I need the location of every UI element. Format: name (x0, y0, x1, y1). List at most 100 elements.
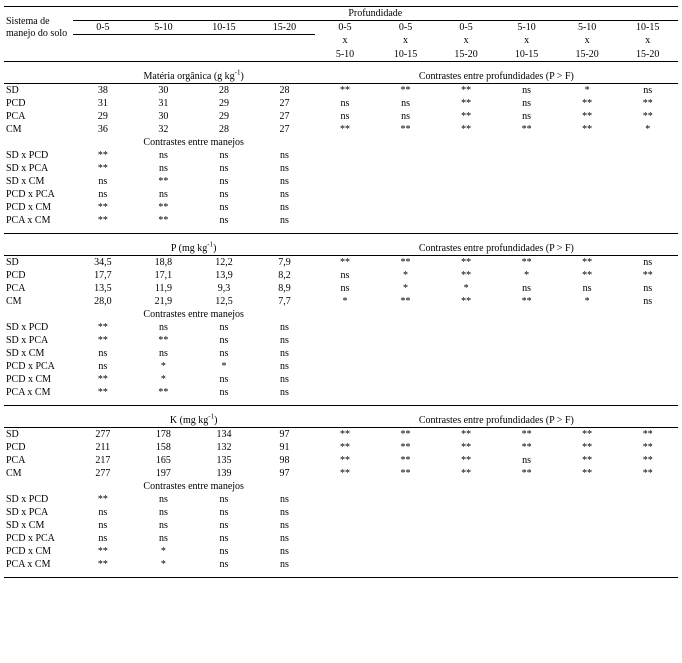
contrast-depth-1-2-2: * (436, 282, 497, 295)
data-val-0-3-3: 27 (254, 123, 315, 136)
contrast-depth-0-1-3: ns (496, 97, 557, 110)
contrast-depth-2-1-4: ** (557, 441, 618, 454)
contrast-manejo-2-5-3: ns (254, 558, 315, 571)
data-row-label-0-2: PCA (4, 110, 73, 123)
contrast-manejo-2-2-2: ns (194, 519, 255, 532)
contrast-manejo-2-5-1: * (133, 558, 194, 571)
contrast-manejo-0-2-1: ** (133, 175, 194, 188)
contrast-manejo-1-2-0: ns (73, 347, 134, 360)
contrast-row-label-2-4: PCD x CM (4, 545, 73, 558)
depth-col-3: 15-20 (254, 21, 315, 35)
contrast-manejo-0-5-0: ** (73, 214, 134, 227)
contrast-depth-0-2-0: ns (315, 110, 376, 123)
contrast-manejo-1-1-2: ns (194, 334, 255, 347)
depth-x-2 (194, 35, 255, 49)
data-val-0-1-3: 27 (254, 97, 315, 110)
depth-pair-8: 15-20 (557, 48, 618, 62)
contrast-manejo-2-2-0: ns (73, 519, 134, 532)
contrast-manejo-1-3-1: * (133, 360, 194, 373)
contrast-depth-0-0-5: ns (617, 84, 678, 97)
data-val-1-1-2: 13,9 (194, 269, 255, 282)
data-val-1-0-0: 34,5 (73, 256, 134, 269)
contrast-depth-1-3-0: * (315, 295, 376, 308)
contrast-depth-0-0-1: ** (375, 84, 436, 97)
contrast-depth-0-1-0: ns (315, 97, 376, 110)
data-val-0-2-0: 29 (73, 110, 134, 123)
data-val-2-2-2: 135 (194, 454, 255, 467)
contrast-row-label-0-1: SD x PCA (4, 162, 73, 175)
contrast-row-label-1-1: SD x PCA (4, 334, 73, 347)
contrast-manejo-2-4-0: ** (73, 545, 134, 558)
data-val-1-3-2: 12,5 (194, 295, 255, 308)
contrast-depth-0-3-1: ** (375, 123, 436, 136)
contrast-manejo-0-4-0: ** (73, 201, 134, 214)
contrast-manejo-1-4-1: * (133, 373, 194, 386)
data-val-2-2-3: 98 (254, 454, 315, 467)
contrast-depth-1-3-3: ** (496, 295, 557, 308)
data-val-2-3-1: 197 (133, 467, 194, 480)
contrast-manejo-0-4-1: ** (133, 201, 194, 214)
contrast-manejo-0-5-1: ** (133, 214, 194, 227)
section-right-title-2: Contrastes entre profundidades (P > F) (315, 414, 678, 428)
data-val-2-2-0: 217 (73, 454, 134, 467)
contrast-depth-1-0-5: ns (617, 256, 678, 269)
depth-x-3 (254, 35, 315, 49)
contrast-manejo-1-0-0: ** (73, 321, 134, 334)
depth-pair-5: 10-15 (375, 48, 436, 62)
depth-x-8: x (557, 35, 618, 49)
contrast-manejo-1-2-1: ns (133, 347, 194, 360)
contrast-manejo-0-4-3: ns (254, 201, 315, 214)
depth-x-1 (133, 35, 194, 49)
contrast-row-label-0-3: PCD x PCA (4, 188, 73, 201)
depth-x-9: x (617, 35, 678, 49)
data-val-1-0-2: 12,2 (194, 256, 255, 269)
contrast-depth-1-1-1: * (375, 269, 436, 282)
contrast-depth-0-3-0: ** (315, 123, 376, 136)
contrast-manejo-1-3-0: ns (73, 360, 134, 373)
contrast-row-label-1-2: SD x CM (4, 347, 73, 360)
contrast-depth-2-1-3: ** (496, 441, 557, 454)
data-val-1-2-1: 11,9 (133, 282, 194, 295)
contrast-manejo-1-1-1: ** (133, 334, 194, 347)
contrast-depth-0-0-2: ** (436, 84, 497, 97)
depth-header: Profundidade (73, 7, 678, 21)
contrast-manejo-2-1-0: ns (73, 506, 134, 519)
depth-pair-2 (194, 48, 255, 62)
depth-col-6: 0-5 (436, 21, 497, 35)
contrast-manejo-0-4-2: ns (194, 201, 255, 214)
contrast-title-2: Contrastes entre manejos (73, 480, 315, 493)
contrast-manejo-2-5-0: ** (73, 558, 134, 571)
contrast-depth-2-3-0: ** (315, 467, 376, 480)
contrast-manejo-0-1-0: ** (73, 162, 134, 175)
contrast-manejo-2-2-1: ns (133, 519, 194, 532)
contrast-manejo-2-1-2: ns (194, 506, 255, 519)
contrast-manejo-2-4-2: ns (194, 545, 255, 558)
contrast-manejo-0-3-1: ns (133, 188, 194, 201)
data-val-0-3-0: 36 (73, 123, 134, 136)
depth-pair-7: 10-15 (496, 48, 557, 62)
contrast-manejo-0-0-3: ns (254, 149, 315, 162)
data-val-2-1-3: 91 (254, 441, 315, 454)
contrast-manejo-0-3-2: ns (194, 188, 255, 201)
contrast-depth-0-1-5: ** (617, 97, 678, 110)
contrast-manejo-2-3-2: ns (194, 532, 255, 545)
contrast-depth-0-1-4: ** (557, 97, 618, 110)
data-val-0-0-2: 28 (194, 84, 255, 97)
contrast-depth-0-2-1: ns (375, 110, 436, 123)
data-val-0-2-3: 27 (254, 110, 315, 123)
contrast-manejo-1-0-3: ns (254, 321, 315, 334)
data-row-label-2-1: PCD (4, 441, 73, 454)
data-val-2-0-2: 134 (194, 428, 255, 441)
contrast-manejo-0-1-1: ns (133, 162, 194, 175)
contrast-row-label-1-3: PCD x PCA (4, 360, 73, 373)
contrast-depth-0-3-5: * (617, 123, 678, 136)
data-val-2-1-1: 158 (133, 441, 194, 454)
contrast-manejo-0-1-3: ns (254, 162, 315, 175)
contrast-depth-1-1-3: * (496, 269, 557, 282)
contrast-depth-2-0-1: ** (375, 428, 436, 441)
contrast-manejo-1-5-3: ns (254, 386, 315, 399)
contrast-depth-2-3-3: ** (496, 467, 557, 480)
contrast-manejo-2-0-0: ** (73, 493, 134, 506)
depth-col-4: 0-5 (315, 21, 376, 35)
depth-pair-3 (254, 48, 315, 62)
